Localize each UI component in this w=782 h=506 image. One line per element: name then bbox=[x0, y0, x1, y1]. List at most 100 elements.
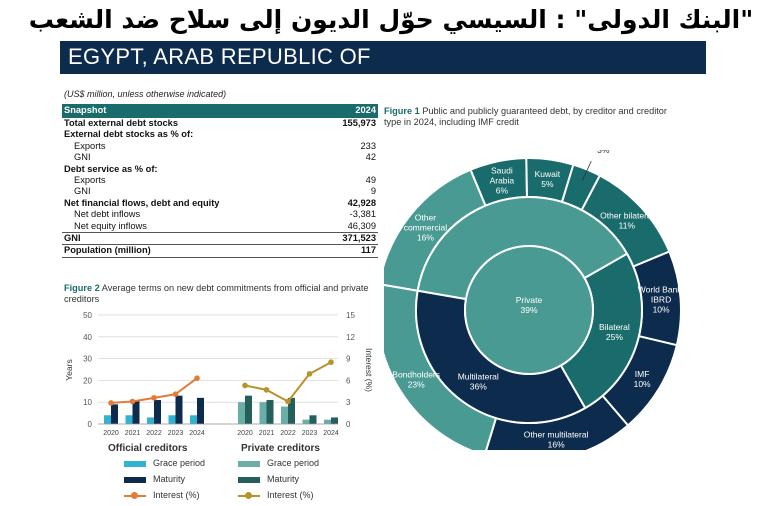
maturity-bar bbox=[331, 417, 338, 424]
maturity-bar bbox=[245, 395, 252, 424]
interest-point bbox=[172, 391, 179, 398]
snapshot-header: Snapshot 2024 bbox=[62, 104, 378, 118]
interest-point bbox=[328, 359, 334, 366]
figure1-label: Figure 1 bbox=[384, 106, 420, 116]
maturity-bar bbox=[266, 400, 274, 424]
x-tick-label: 2021 bbox=[125, 430, 141, 437]
interest-point bbox=[129, 398, 136, 405]
grace-bar bbox=[324, 419, 331, 424]
snapshot-row-label: External debt stocks as % of: bbox=[64, 129, 194, 140]
headline: "البنك الدولى" : السيسي حوّل الديون إلى … bbox=[28, 5, 754, 34]
grace-bar bbox=[190, 415, 197, 424]
snapshot-row-label: Population (million) bbox=[62, 244, 318, 258]
x-tick-label: 2021 bbox=[259, 430, 275, 437]
snapshot-row-value: 117 bbox=[317, 244, 378, 258]
donut-outer-label: Kuwait 5% bbox=[535, 169, 561, 189]
grace-bar bbox=[238, 402, 245, 424]
snapshot-row: Total external debt stocks 155,973 bbox=[62, 118, 378, 129]
snapshot-row-value: 42,928 bbox=[347, 197, 376, 208]
x-tick-label: 2022 bbox=[146, 430, 162, 437]
snapshot-row-label: GNI bbox=[62, 232, 318, 246]
donut-outer-label: Other multilateral 16% bbox=[524, 430, 589, 450]
interest-line bbox=[244, 361, 332, 403]
donut-outer-label: Other bilateral 11% bbox=[600, 211, 653, 231]
snapshot-row-label: GNI bbox=[74, 186, 91, 197]
grace-bar bbox=[104, 415, 111, 424]
snapshot-row: GNI 9 bbox=[62, 186, 378, 197]
snapshot-row: Population (million) 117 bbox=[62, 244, 378, 258]
snapshot-row-value: 42 bbox=[365, 152, 376, 163]
y2-axis-title: Interest (%) bbox=[364, 348, 374, 392]
maturity-bar bbox=[309, 415, 317, 424]
maturity-bar bbox=[111, 404, 118, 424]
x-tick-label: 2023 bbox=[168, 430, 184, 437]
figure2-label: Figure 2 bbox=[64, 283, 100, 293]
snapshot-row-value: 155,973 bbox=[342, 118, 376, 128]
snapshot-row-value: 371,523 bbox=[317, 232, 378, 246]
creditor-donut-chart: Private 39% Bilateral 25% Multilateral 36% Oth… bbox=[384, 150, 684, 450]
donut-outer-label: Saudi Arabia 6% bbox=[490, 165, 515, 195]
snapshot-row-label: Exports bbox=[74, 175, 106, 186]
interest-point bbox=[285, 398, 291, 405]
debt-terms-chart: 0 10 20 30 40 50 0 3 6 9 12 15 Years Interest (%) 2020… bbox=[64, 311, 374, 437]
x-tick-label: 2020 bbox=[237, 430, 253, 437]
snapshot-row: GNI 371,523 bbox=[62, 232, 378, 246]
x-tick-label: 2024 bbox=[189, 430, 205, 437]
snapshot-row: Exports 49 bbox=[62, 175, 378, 186]
grace-bar bbox=[302, 419, 310, 424]
maturity-bar bbox=[175, 395, 183, 424]
interest-point bbox=[263, 387, 270, 393]
x-tick-label: 2023 bbox=[302, 430, 318, 437]
x-tick-label: 2020 bbox=[103, 430, 119, 437]
units-note: (US$ million, unless otherwise indicated… bbox=[64, 89, 227, 99]
snapshot-row: Net equity inflows 46,309 bbox=[62, 220, 378, 234]
snapshot-row-label: Net equity inflows bbox=[62, 220, 318, 234]
y-tick-label: 20 bbox=[83, 376, 92, 385]
grace-bar bbox=[147, 417, 154, 424]
donut-outer-label: RussianFederation3% bbox=[583, 150, 624, 155]
donut-outer-label: Other commercial 16% bbox=[404, 212, 448, 242]
grace-bar bbox=[259, 402, 267, 424]
grace-bar bbox=[168, 415, 176, 424]
interest-point bbox=[306, 371, 313, 377]
snapshot-row-value bbox=[318, 164, 378, 175]
grace-bar bbox=[125, 415, 133, 424]
y2-tick-label: 9 bbox=[346, 355, 351, 364]
snapshot-row-value: 46,309 bbox=[317, 220, 378, 234]
y-tick-label: 10 bbox=[83, 398, 92, 407]
grace-bar bbox=[281, 406, 288, 424]
snapshot-row-label: Exports bbox=[74, 140, 106, 151]
y2-tick-label: 3 bbox=[346, 398, 351, 407]
y-tick-label: 50 bbox=[83, 311, 92, 320]
snapshot-row-value bbox=[318, 129, 378, 140]
snapshot-row-label: Net financial flows, debt and equity bbox=[64, 197, 220, 208]
y2-tick-label: 12 bbox=[346, 333, 355, 342]
snapshot-row: GNI 42 bbox=[62, 152, 378, 163]
snapshot-row: Debt service as % of: bbox=[62, 164, 378, 175]
figure1-caption: Figure 1 Public and publicly guaranteed … bbox=[384, 106, 680, 128]
interest-point bbox=[151, 395, 157, 401]
maturity-bar bbox=[132, 400, 140, 424]
figure1-text: Public and publicly guaranteed debt, by … bbox=[384, 106, 667, 127]
y2-tick-label: 0 bbox=[346, 420, 351, 429]
country-title: EGYPT, ARAB REPUBLIC OF bbox=[68, 44, 371, 69]
y2-tick-label: 15 bbox=[346, 311, 355, 320]
donut-inner-label: Private 39% bbox=[516, 295, 543, 315]
private-group-title: Private creditors bbox=[241, 443, 320, 454]
interest-point bbox=[242, 382, 248, 389]
interest-point bbox=[194, 375, 200, 382]
figure2-caption: Figure 2 Average terms on new debt commi… bbox=[64, 283, 374, 305]
maturity-bar bbox=[197, 397, 204, 424]
snapshot-row: Net financial flows, debt and equity 42,9… bbox=[62, 198, 378, 209]
snapshot-row-label: Total external debt stocks bbox=[64, 118, 179, 128]
snapshot-row-value: 9 bbox=[370, 186, 376, 197]
donut-inner-label: Bilateral 25% bbox=[599, 322, 630, 342]
snapshot-row-value: 233 bbox=[360, 140, 376, 151]
snapshot-row-value: 49 bbox=[365, 175, 376, 186]
snapshot-table: Snapshot 2024 Total external debt stocks… bbox=[62, 104, 378, 258]
interest-point bbox=[108, 400, 114, 406]
country-banner: EGYPT, ARAB REPUBLIC OF bbox=[60, 41, 706, 74]
snapshot-year: 2024 bbox=[317, 104, 378, 118]
donut-inner-label: Multilateral 36% bbox=[458, 372, 499, 392]
y-tick-label: 30 bbox=[83, 355, 92, 364]
